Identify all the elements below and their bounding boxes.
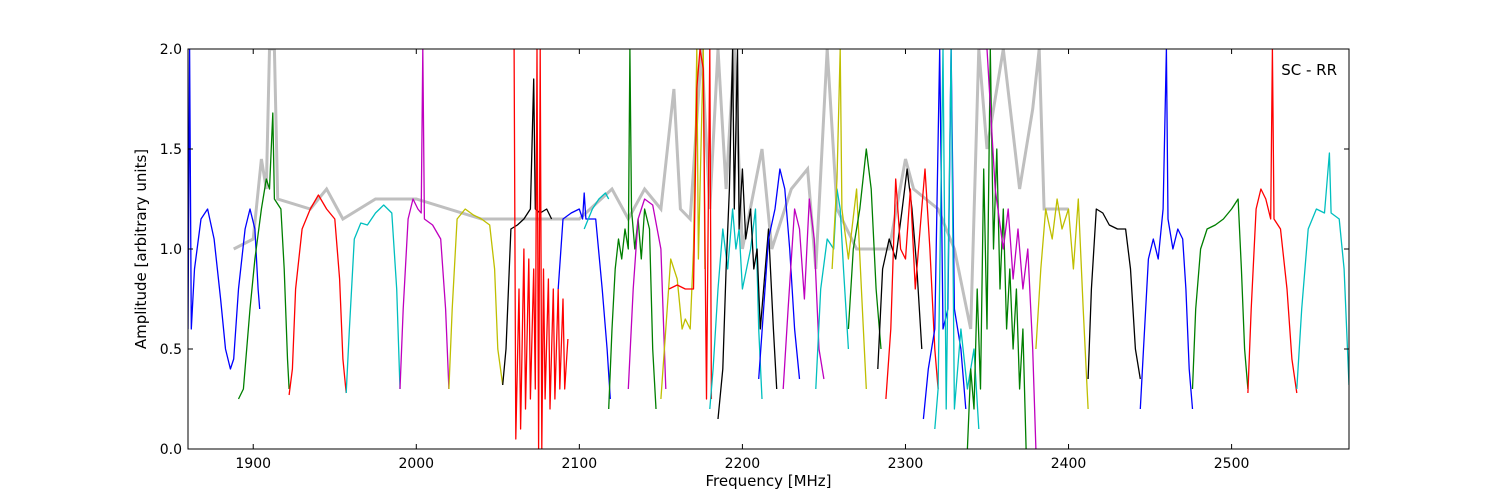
series-line-17 — [782, 198, 825, 390]
series-line-32 — [1296, 152, 1349, 390]
series-line-5 — [448, 208, 504, 390]
series-line-14 — [709, 208, 763, 410]
x-tick-label: 1900 — [235, 456, 271, 472]
series-line-15 — [717, 49, 778, 420]
series-line-3 — [345, 204, 401, 394]
series-line-19 — [831, 49, 867, 390]
series-line-30 — [1191, 198, 1249, 390]
y-tick-label: 1.0 — [160, 242, 182, 258]
y-axis-ticks: 0.0 0.5 1.0 1.5 2.0 — [160, 42, 1349, 458]
series-line-8 — [557, 192, 611, 400]
series-line-2 — [288, 194, 347, 396]
x-tick-label: 2200 — [725, 456, 761, 472]
x-tick-label: 2500 — [1214, 456, 1250, 472]
series-line-0 — [188, 49, 261, 370]
series-line-20 — [847, 148, 882, 350]
series-line-12 — [660, 49, 706, 400]
x-tick-label: 2100 — [562, 456, 598, 472]
series-line-9 — [583, 192, 610, 230]
x-tick-label: 2300 — [888, 456, 924, 472]
series-line-6 — [502, 78, 553, 386]
y-axis-label: Amplitude [arbitrary units] — [132, 149, 150, 349]
series-line-28 — [1087, 208, 1141, 380]
x-tick-label: 2400 — [1051, 456, 1087, 472]
chart-annotation: SC - RR — [1281, 61, 1337, 79]
series-line-1 — [237, 112, 290, 400]
x-axis-ticks: 1900 2000 2100 2200 2300 2400 2500 — [235, 49, 1249, 472]
y-tick-label: 1.5 — [160, 142, 182, 158]
series-line-29 — [1139, 49, 1194, 410]
series-line-21 — [877, 168, 923, 370]
x-axis-label: Frequency [MHz] — [705, 472, 831, 490]
series-line-7 — [513, 49, 569, 449]
series-lines — [188, 49, 1349, 449]
y-tick-label: 2.0 — [160, 42, 182, 58]
background-envelope — [233, 49, 1069, 330]
y-tick-label: 0.0 — [160, 442, 182, 458]
series-line-11 — [627, 198, 667, 390]
series-line-25 — [966, 49, 1027, 449]
series-line-10 — [608, 49, 657, 410]
series-line-26 — [978, 49, 1037, 449]
series-line-4 — [399, 49, 450, 390]
series-line-27 — [1035, 198, 1089, 410]
series-line-13 — [668, 49, 713, 400]
x-tick-label: 2000 — [398, 456, 434, 472]
series-line-16 — [758, 168, 801, 380]
series-line-22 — [885, 168, 939, 400]
background-envelope-line — [233, 49, 1069, 330]
y-tick-label: 0.5 — [160, 342, 182, 358]
plot-frame — [187, 48, 1350, 450]
series-line-31 — [1247, 49, 1298, 394]
